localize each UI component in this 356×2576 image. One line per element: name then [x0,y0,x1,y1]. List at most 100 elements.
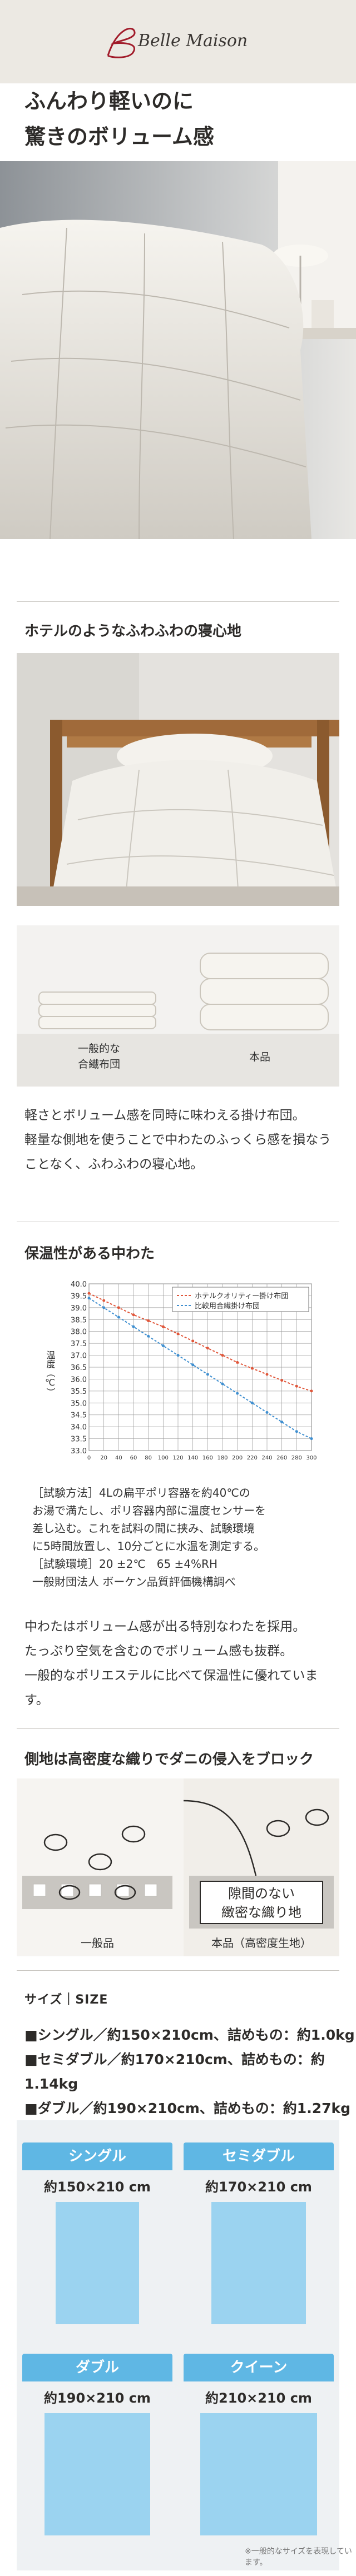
chart-ytick-label: 38.5 [71,1316,87,1324]
size-card-title: シングル [22,2142,172,2170]
mite-comparison: 隙間のない 緻密な織り地 一般品 本品（高密度生地） [17,1778,339,1956]
compare-label-right: 本品 [249,1051,271,1063]
chart-xtick-label: 240 [261,1455,272,1461]
size-card-single: シングル 約150×210 cm [22,2142,172,2324]
chart-point [102,1306,106,1309]
size-card-double: ダブル 約190×210 cm [22,2354,172,2535]
chart-xtick-label: 80 [145,1455,152,1461]
mite-right-label: 本品（高密度生地） [211,1936,312,1950]
compare-photo: 一般的な 合繊布団 本品 [17,925,339,1087]
chart-xtick-label: 120 [172,1455,183,1461]
chart-point [206,1347,209,1350]
chart-point [191,1363,195,1367]
size-card-queen: クイーン 約210×210 cm [184,2354,334,2535]
chart-ytick-label: 40.0 [71,1280,87,1289]
section1-body: 軽さとボリューム感を同時に味わえる掛け布団。 軽量な側地を使うことで中わたのふっ… [24,1108,332,1172]
compare-label-left: 一般的な 合繊布団 [78,1043,121,1070]
chart-xtick-label: 260 [276,1455,287,1461]
size-card-semidouble: セミダブル 約170×210 cm [184,2142,334,2324]
chart-point [250,1401,254,1404]
chart-point [280,1379,284,1382]
spec-semidouble: ■セミダブル／約170×210cm、詰めもの：約1.14kg [24,2051,325,2092]
chart-point [147,1319,150,1322]
brand-mark-icon [107,27,136,58]
chart-xtick-label: 200 [232,1455,243,1461]
spec-double: ■ダブル／約190×210cm、詰めもの：約1.27kg [24,2100,351,2116]
hero-photo [0,161,356,539]
size-specs: ■シングル／約150×210cm、詰めもの：約1.0kg ■セミダブル／約170… [24,2023,356,2121]
chart-series-line-2 [88,1297,312,1439]
chart-point [280,1421,284,1424]
chart-point [236,1361,239,1364]
chart-xtick-label: 20 [100,1455,107,1461]
chart-point [176,1332,180,1336]
bed-photo [17,653,339,906]
chart-ytick-label: 38.0 [71,1328,87,1337]
chart-point [132,1313,135,1317]
chart-point [117,1306,120,1309]
dense-weave-callout: 隙間のない 緻密な織り地 [221,1886,301,1920]
chart-point [87,1297,91,1300]
section-divider [17,1728,339,1729]
chart-point [236,1392,239,1395]
brand-name: Belle Maison [138,31,248,51]
chart-xtick-label: 180 [217,1455,228,1461]
chart-xtick-label: 0 [87,1455,91,1461]
mite-left-label: 一般品 [81,1936,114,1950]
size-card-title: クイーン [184,2354,334,2381]
section-title-hotel: ホテルのようなふわふわの寝心地 [24,623,242,640]
chart-xtick-label: 280 [291,1455,302,1461]
chart-legend-label: 比較用合繊掛け布団 [195,1302,260,1311]
chart-point [117,1316,120,1319]
brand-banner: Belle Maison [0,0,356,83]
chart-ytick-label: 34.0 [71,1423,87,1432]
temperature-chart-svg: 40.0 39.5 39.0 38.5 38.0 37.5 37.0 36.5 36.0 35.5… [44,1280,317,1461]
chart-xtick-label: 160 [202,1455,213,1461]
size-card-dim: 約190×210 cm [44,2390,151,2406]
size-card-dim: 約170×210 cm [205,2179,312,2195]
section-title-warmth: 保温性がある中わた [24,1245,155,1262]
section2-body: 中わたはボリューム感が出る特別なわたを採用。 たっぷり空気を含むのでボリューム感… [24,1620,318,1707]
chart-xtick-label: 140 [187,1455,198,1461]
chart-point [132,1325,135,1328]
spec-single: ■シングル／約150×210cm、詰めもの：約1.0kg [24,2027,355,2043]
bed-shape [44,2413,150,2535]
mite-icon [43,1825,146,1900]
chart-point [250,1367,254,1370]
chart-point [265,1373,269,1376]
size-heading: サイズ｜SIZE [24,1993,108,2007]
chart-point [191,1339,195,1343]
chart-point [295,1430,298,1433]
size-card-dim: 約150×210 cm [44,2179,151,2195]
chart-legend-box [172,1287,309,1312]
chart-ytick-label: 36.0 [71,1376,87,1384]
section-divider [17,601,339,602]
page-headline: ふんわり軽いのに 驚きのボリューム感 [24,83,336,155]
chart-ytick-label: 33.5 [71,1436,87,1444]
chart-point [87,1292,91,1295]
chart-ytick-label: 39.5 [71,1292,87,1301]
chart-point [221,1354,224,1357]
chart-legend-label: ホテルクオリティー掛け布団 [195,1292,288,1301]
chart-point [206,1373,209,1376]
chart-xtick-label: 40 [115,1455,122,1461]
bed-shape [200,2413,317,2535]
section-title-mite: 側地は高密度な織りでダニの侵入をブロック [24,1751,314,1768]
size-card-title: セミダブル [184,2142,334,2170]
chart-point [265,1411,269,1414]
size-grid: シングル 約150×210 cm セミダブル 約170×210 cm ダブル 約… [17,2120,339,2570]
chart-point [310,1389,313,1393]
chart-ytick-label: 37.5 [71,1340,87,1348]
chart-point [147,1334,150,1338]
chart-xtick-label: 100 [158,1455,169,1461]
chart-ytick-label: 35.5 [71,1388,87,1396]
bed-shape [56,2202,139,2324]
size-card-dim: 約210×210 cm [205,2390,312,2406]
headline-line-1: ふんわり軽いのに [24,89,194,113]
section-divider [17,1970,339,1971]
test-caption: ［試験方法］4Lの扁平ポリ容器を約40℃の お湯で満たし、ポリ容器内部に温度セン… [32,1486,266,1588]
chart-xtick-label: 60 [130,1455,137,1461]
chart-point [295,1384,298,1388]
chart-ytick-label: 35.0 [71,1399,87,1408]
chart-ytick-label: 33.0 [71,1447,87,1456]
